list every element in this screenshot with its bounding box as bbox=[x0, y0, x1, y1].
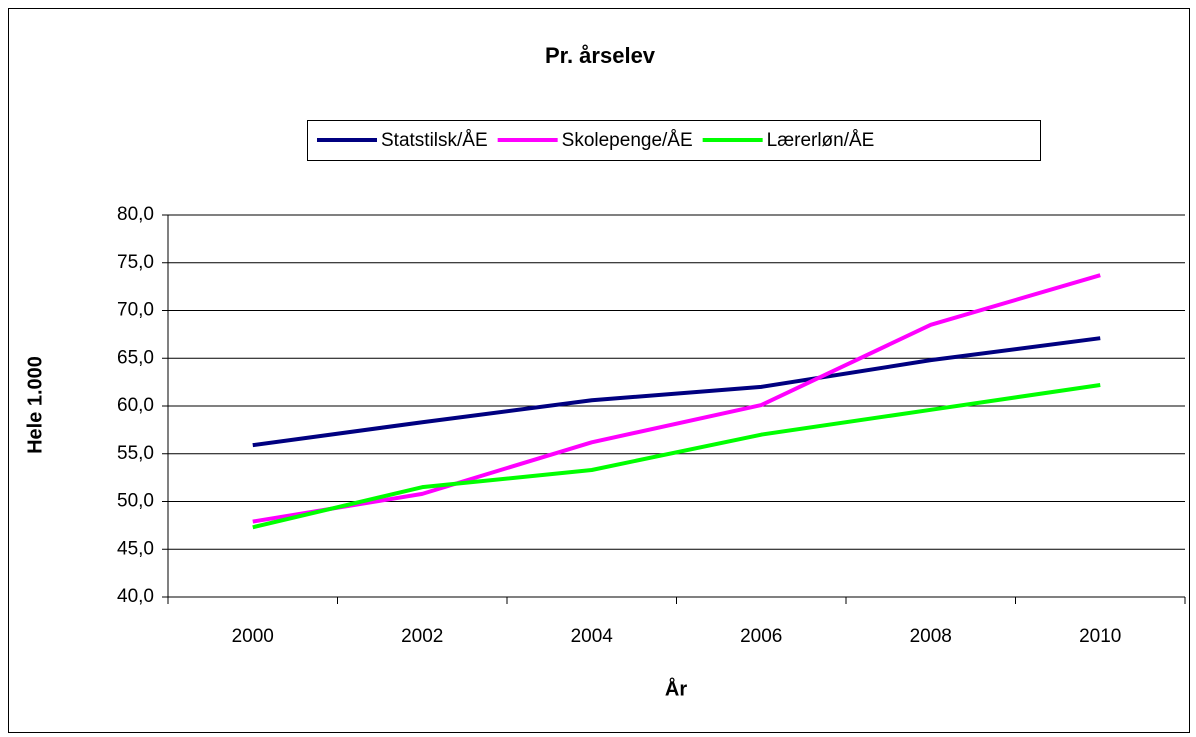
series-line bbox=[252, 336, 1101, 448]
y-tick-label: 55,0 bbox=[117, 443, 154, 464]
x-tick-label: 2004 bbox=[571, 626, 614, 647]
chart-frame bbox=[8, 8, 1190, 733]
y-tick-label: 70,0 bbox=[117, 300, 154, 321]
x-tick-label: 2010 bbox=[1079, 626, 1121, 647]
series-line bbox=[252, 383, 1101, 530]
x-axis-label: År bbox=[665, 676, 687, 700]
y-tick-label: 65,0 bbox=[117, 347, 154, 368]
y-tick-label: 45,0 bbox=[117, 538, 154, 559]
y-tick-label: 50,0 bbox=[117, 491, 154, 512]
legend-label: Skolepenge/ÅE bbox=[562, 130, 693, 151]
y-tick-label: 75,0 bbox=[117, 252, 154, 273]
x-tick-label: 2006 bbox=[740, 626, 782, 647]
y-tick-label: 40,0 bbox=[117, 586, 154, 607]
legend-label: Statstilsk/ÅE bbox=[381, 130, 488, 151]
y-axis-label: Hele 1.000 bbox=[24, 356, 46, 454]
legend-label: Lærerløn/ÅE bbox=[767, 130, 875, 151]
series-line bbox=[252, 273, 1101, 524]
x-tick-label: 2002 bbox=[401, 626, 443, 647]
y-tick-label: 60,0 bbox=[117, 395, 154, 416]
chart-title: Pr. årselev bbox=[545, 43, 656, 68]
y-tick-label: 80,0 bbox=[117, 204, 154, 225]
x-tick-label: 2000 bbox=[232, 626, 274, 647]
x-tick-label: 2008 bbox=[910, 626, 952, 647]
legend-box bbox=[307, 120, 1041, 161]
